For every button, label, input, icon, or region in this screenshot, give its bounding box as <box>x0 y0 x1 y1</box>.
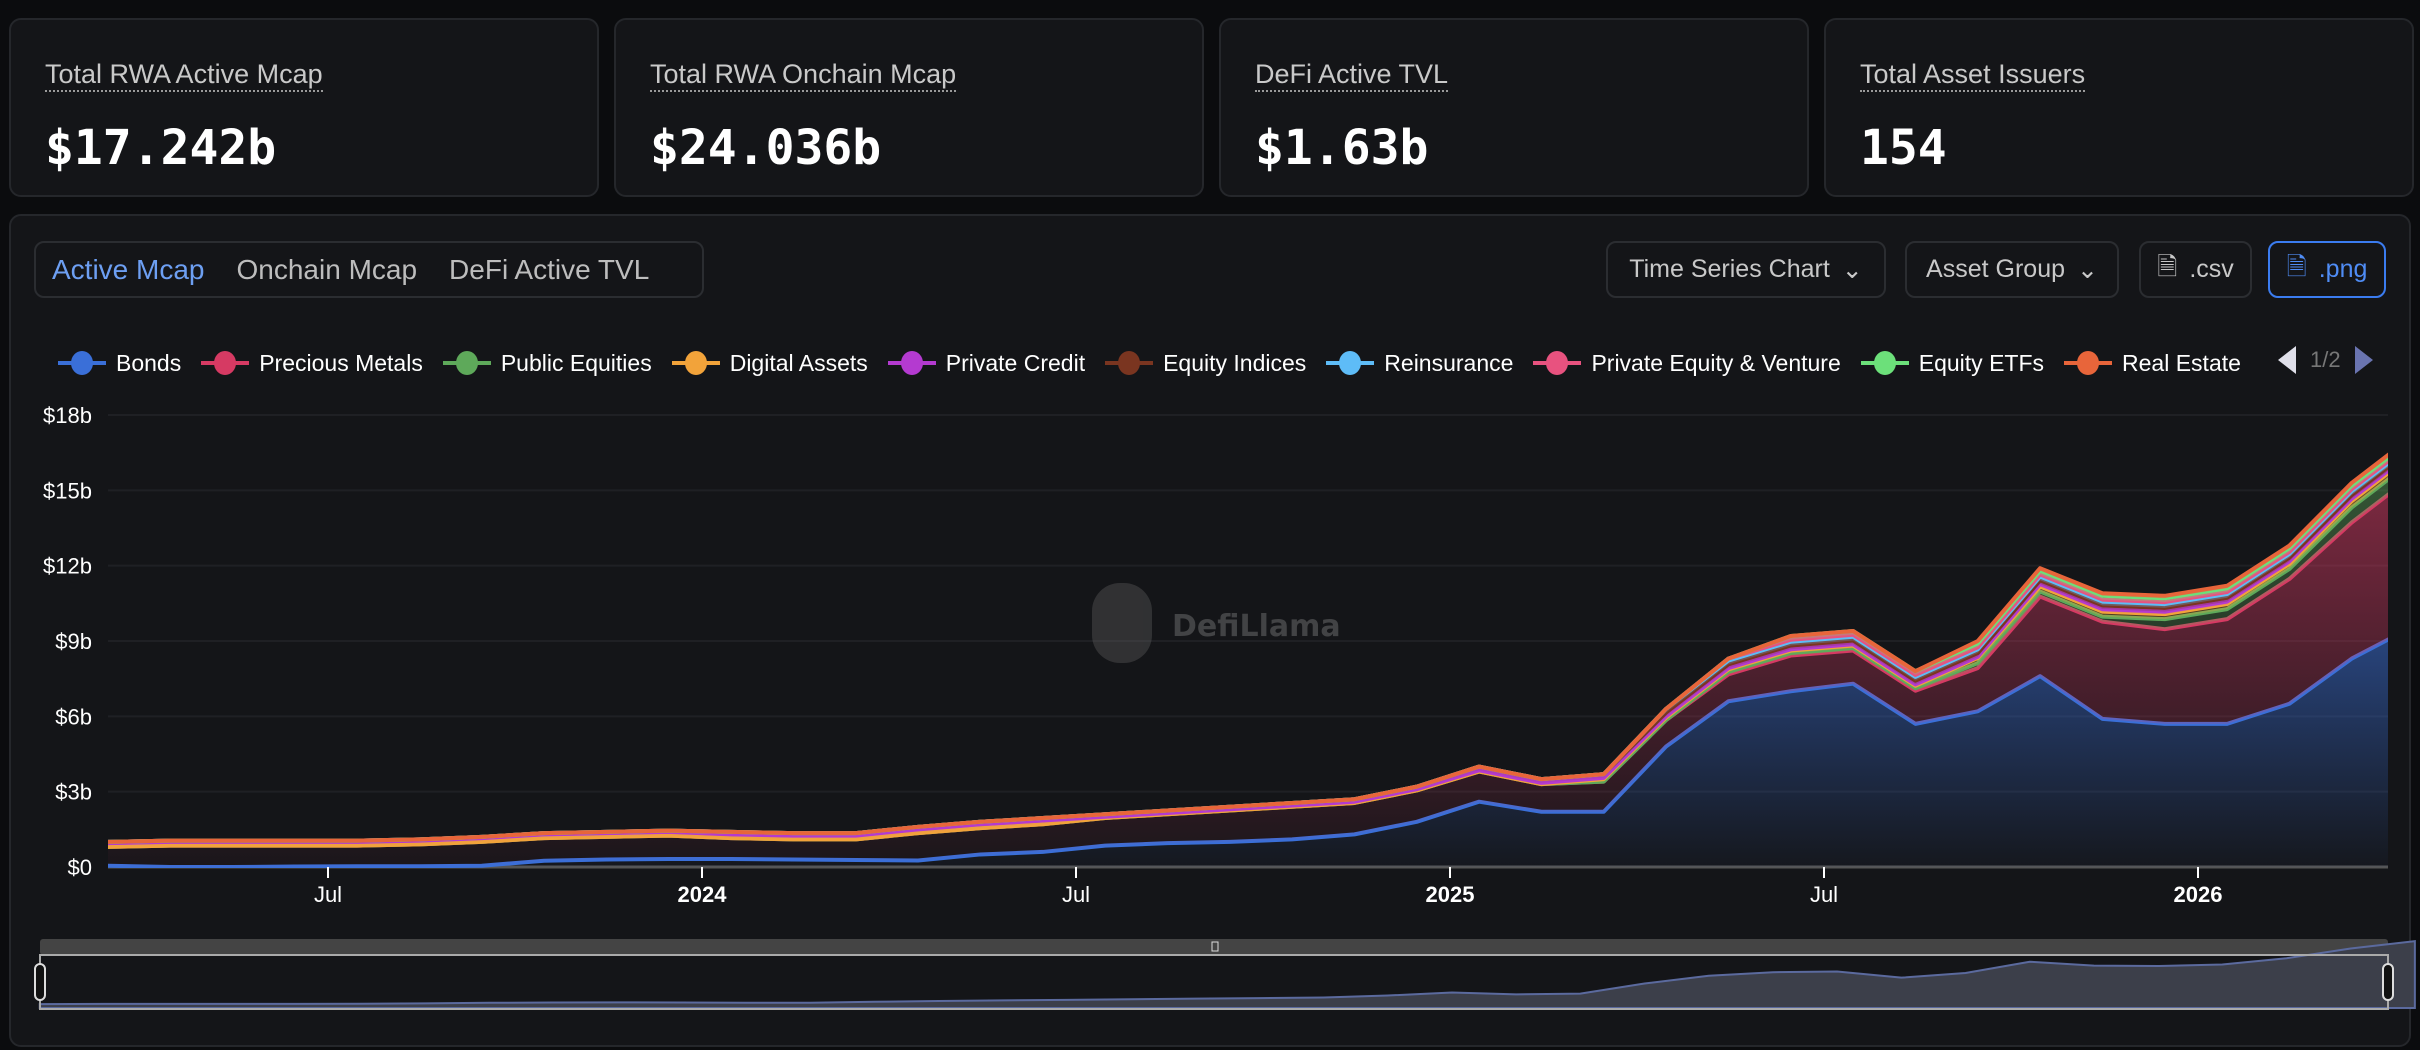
y-tick-label: $15b <box>43 478 92 503</box>
legend-label: Precious Metals <box>259 349 423 376</box>
group-label: Asset Group <box>1926 255 2065 283</box>
stat-value: 154 <box>1860 120 1947 176</box>
stat-value: $1.63b <box>1255 120 1429 176</box>
download-png-button[interactable]: 🗎 .png <box>2268 241 2386 298</box>
legend-pager: 1/2 <box>2278 346 2373 374</box>
y-tick-label: $6b <box>55 704 92 729</box>
x-tick-label: Jul <box>1810 882 1838 907</box>
legend-item[interactable]: Reinsurance <box>1326 350 1513 377</box>
stat-value: $24.036b <box>650 120 882 176</box>
metric-tabs: Active Mcap Onchain Mcap DeFi Active TVL <box>34 241 704 298</box>
y-tick-label: $9b <box>55 629 92 654</box>
stat-card-asset-issuers: Total Asset Issuers 154 <box>1824 18 2414 197</box>
grip-icon <box>1211 941 1219 952</box>
legend-swatch-icon <box>1860 351 1909 375</box>
stat-card-onchain-mcap: Total RWA Onchain Mcap $24.036b <box>614 18 1204 197</box>
tab-active-mcap[interactable]: Active Mcap <box>52 253 205 285</box>
legend-swatch-icon <box>58 351 106 375</box>
chart-type-label: Time Series Chart <box>1629 255 1830 283</box>
legend-label: Digital Assets <box>729 349 868 376</box>
legend-item[interactable]: Digital Assets <box>671 349 868 377</box>
slider-handle[interactable] <box>2382 963 2394 1001</box>
legend-label: Equity Indices <box>1163 349 1307 376</box>
legend-label: Private Equity & Venture <box>1591 349 1841 376</box>
legend-swatch-icon <box>1105 351 1154 375</box>
png-label: .png <box>2318 255 2368 283</box>
legend-item[interactable]: Private Credit <box>887 349 1086 377</box>
minimap-area <box>38 939 2416 1009</box>
legend-item[interactable]: Private Equity & Venture <box>1533 349 1841 377</box>
legend-swatch-icon <box>201 351 250 375</box>
series-line <box>108 452 2388 844</box>
legend-swatch-icon <box>671 351 720 375</box>
legend-swatch-icon <box>442 351 491 375</box>
y-tick-label: $18b <box>43 403 92 428</box>
stat-label[interactable]: DeFi Active TVL <box>1255 58 1449 92</box>
tab-defi-active-tvl[interactable]: DeFi Active TVL <box>449 253 650 285</box>
y-tick-label: $3b <box>55 780 92 805</box>
legend-item[interactable]: Real Estate <box>2064 350 2241 377</box>
legend-swatch-icon <box>2064 351 2113 375</box>
legend-swatch-icon <box>1533 351 1582 375</box>
stat-card-defi-tvl: DeFi Active TVL $1.63b <box>1219 18 1809 197</box>
y-tick-label: $0 <box>68 855 92 880</box>
tab-onchain-mcap[interactable]: Onchain Mcap <box>236 253 418 285</box>
legend-item[interactable]: Equity Indices <box>1105 350 1306 377</box>
stat-label[interactable]: Total RWA Active Mcap <box>45 58 323 92</box>
chart-type-dropdown[interactable]: Time Series Chart ⌄ <box>1606 241 1886 298</box>
x-tick-label: Jul <box>314 882 342 907</box>
y-tick-label: $12b <box>43 554 92 579</box>
x-tick-label: 2026 <box>2174 882 2223 907</box>
legend-label: Private Credit <box>945 349 1086 376</box>
legend-next-button[interactable] <box>2354 346 2373 374</box>
chart-legend: Bonds Precious Metals Public Equities Digit… <box>58 346 2263 380</box>
defillama-watermark: DefiLlama <box>1092 583 1341 663</box>
stat-label[interactable]: Total RWA Onchain Mcap <box>650 58 957 92</box>
chevron-down-icon: ⌄ <box>1841 255 1863 284</box>
csv-label: .csv <box>2189 255 2234 283</box>
legend-item[interactable]: Precious Metals <box>201 350 423 377</box>
file-download-icon: 🗎 <box>2286 253 2307 281</box>
legend-page: 1/2 <box>2310 347 2341 372</box>
legend-prev-button[interactable] <box>2278 346 2296 374</box>
x-tick-label: 2025 <box>1426 882 1475 907</box>
legend-swatch-icon <box>1326 351 1375 375</box>
stat-value: $17.242b <box>45 120 277 176</box>
stat-card-active-mcap: Total RWA Active Mcap $17.242b <box>9 18 599 197</box>
download-csv-button[interactable]: 🗎 .csv <box>2139 241 2252 298</box>
group-dropdown[interactable]: Asset Group ⌄ <box>1905 241 2119 298</box>
stat-label[interactable]: Total Asset Issuers <box>1860 58 2086 92</box>
legend-label: Public Equities <box>500 349 652 376</box>
legend-label: Bonds <box>116 349 182 376</box>
legend-label: Reinsurance <box>1384 349 1514 376</box>
x-tick-label: 2024 <box>678 882 728 907</box>
watermark-text: DefiLlama <box>1172 609 1341 644</box>
llama-logo-icon <box>1092 583 1152 663</box>
legend-label: Real Estate <box>2122 349 2241 376</box>
slider-drag-bar[interactable] <box>40 939 2388 955</box>
slider-handle[interactable] <box>34 963 46 1001</box>
legend-item[interactable]: Equity ETFs <box>1860 349 2045 377</box>
legend-label: Equity ETFs <box>1918 349 2045 376</box>
legend-swatch-icon <box>887 351 936 375</box>
chevron-down-icon: ⌄ <box>2077 255 2098 284</box>
legend-item[interactable]: Bonds <box>58 350 181 377</box>
area-bonds <box>108 639 2388 867</box>
file-download-icon: 🗎 <box>2157 253 2178 281</box>
x-tick-label: Jul <box>1062 882 1090 907</box>
legend-item[interactable]: Public Equities <box>442 349 652 377</box>
